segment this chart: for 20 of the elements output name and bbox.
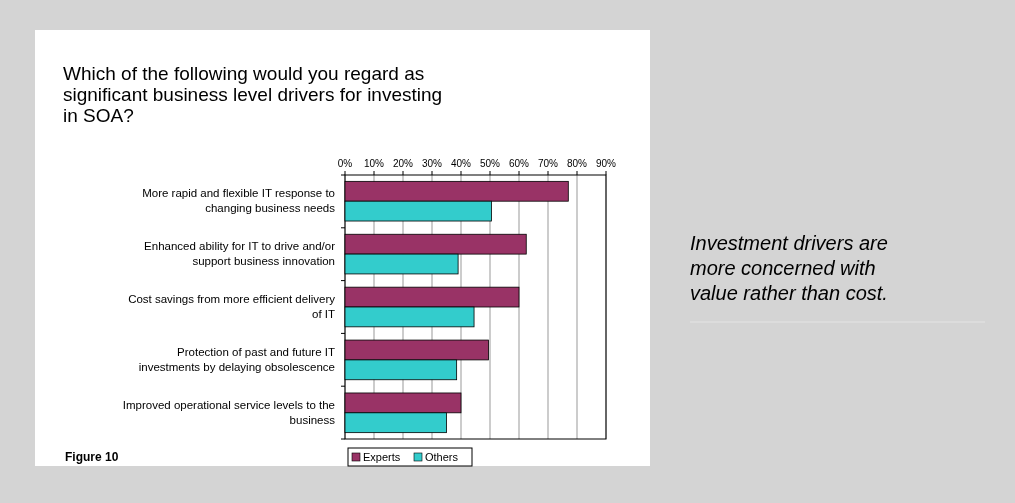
chart-title: Which of the following would you regard as significant business level drivers for investing in SOA?: [63, 63, 443, 126]
y-tick-label: More rapid and flexible IT response to changing business needs: [142, 187, 336, 215]
y-tick-label: Improved operational service levels to the business: [122, 398, 336, 426]
x-tick-label: 50%: [479, 158, 501, 169]
y-tick-label: Protection of past and future IT investments by delaying obsolescence: [138, 345, 335, 373]
x-tick-label: 40%: [450, 158, 472, 169]
x-tick-label: 20%: [392, 158, 414, 169]
x-tick-label: 90%: [595, 158, 617, 169]
x-tick-label: 30%: [421, 158, 443, 169]
y-tick-label: Cost savings from more efficient delivery of IT: [128, 293, 336, 321]
y-tick-label: Enhanced ability for IT to drive and/or support business innovation: [144, 240, 336, 268]
x-tick-label: 80%: [566, 158, 588, 169]
caption: Figure 10: [65, 450, 119, 464]
x-tick-label: 10%: [363, 158, 385, 169]
text: Investment drivers are more concerned with value rather than cost.: [690, 232, 888, 304]
x-tick-label: 60%: [508, 158, 530, 169]
legend-label: Experts: [363, 451, 401, 463]
legend-label: Others: [425, 451, 459, 463]
x-tick-label: 0%: [337, 158, 353, 169]
x-tick-label: 70%: [537, 158, 559, 169]
